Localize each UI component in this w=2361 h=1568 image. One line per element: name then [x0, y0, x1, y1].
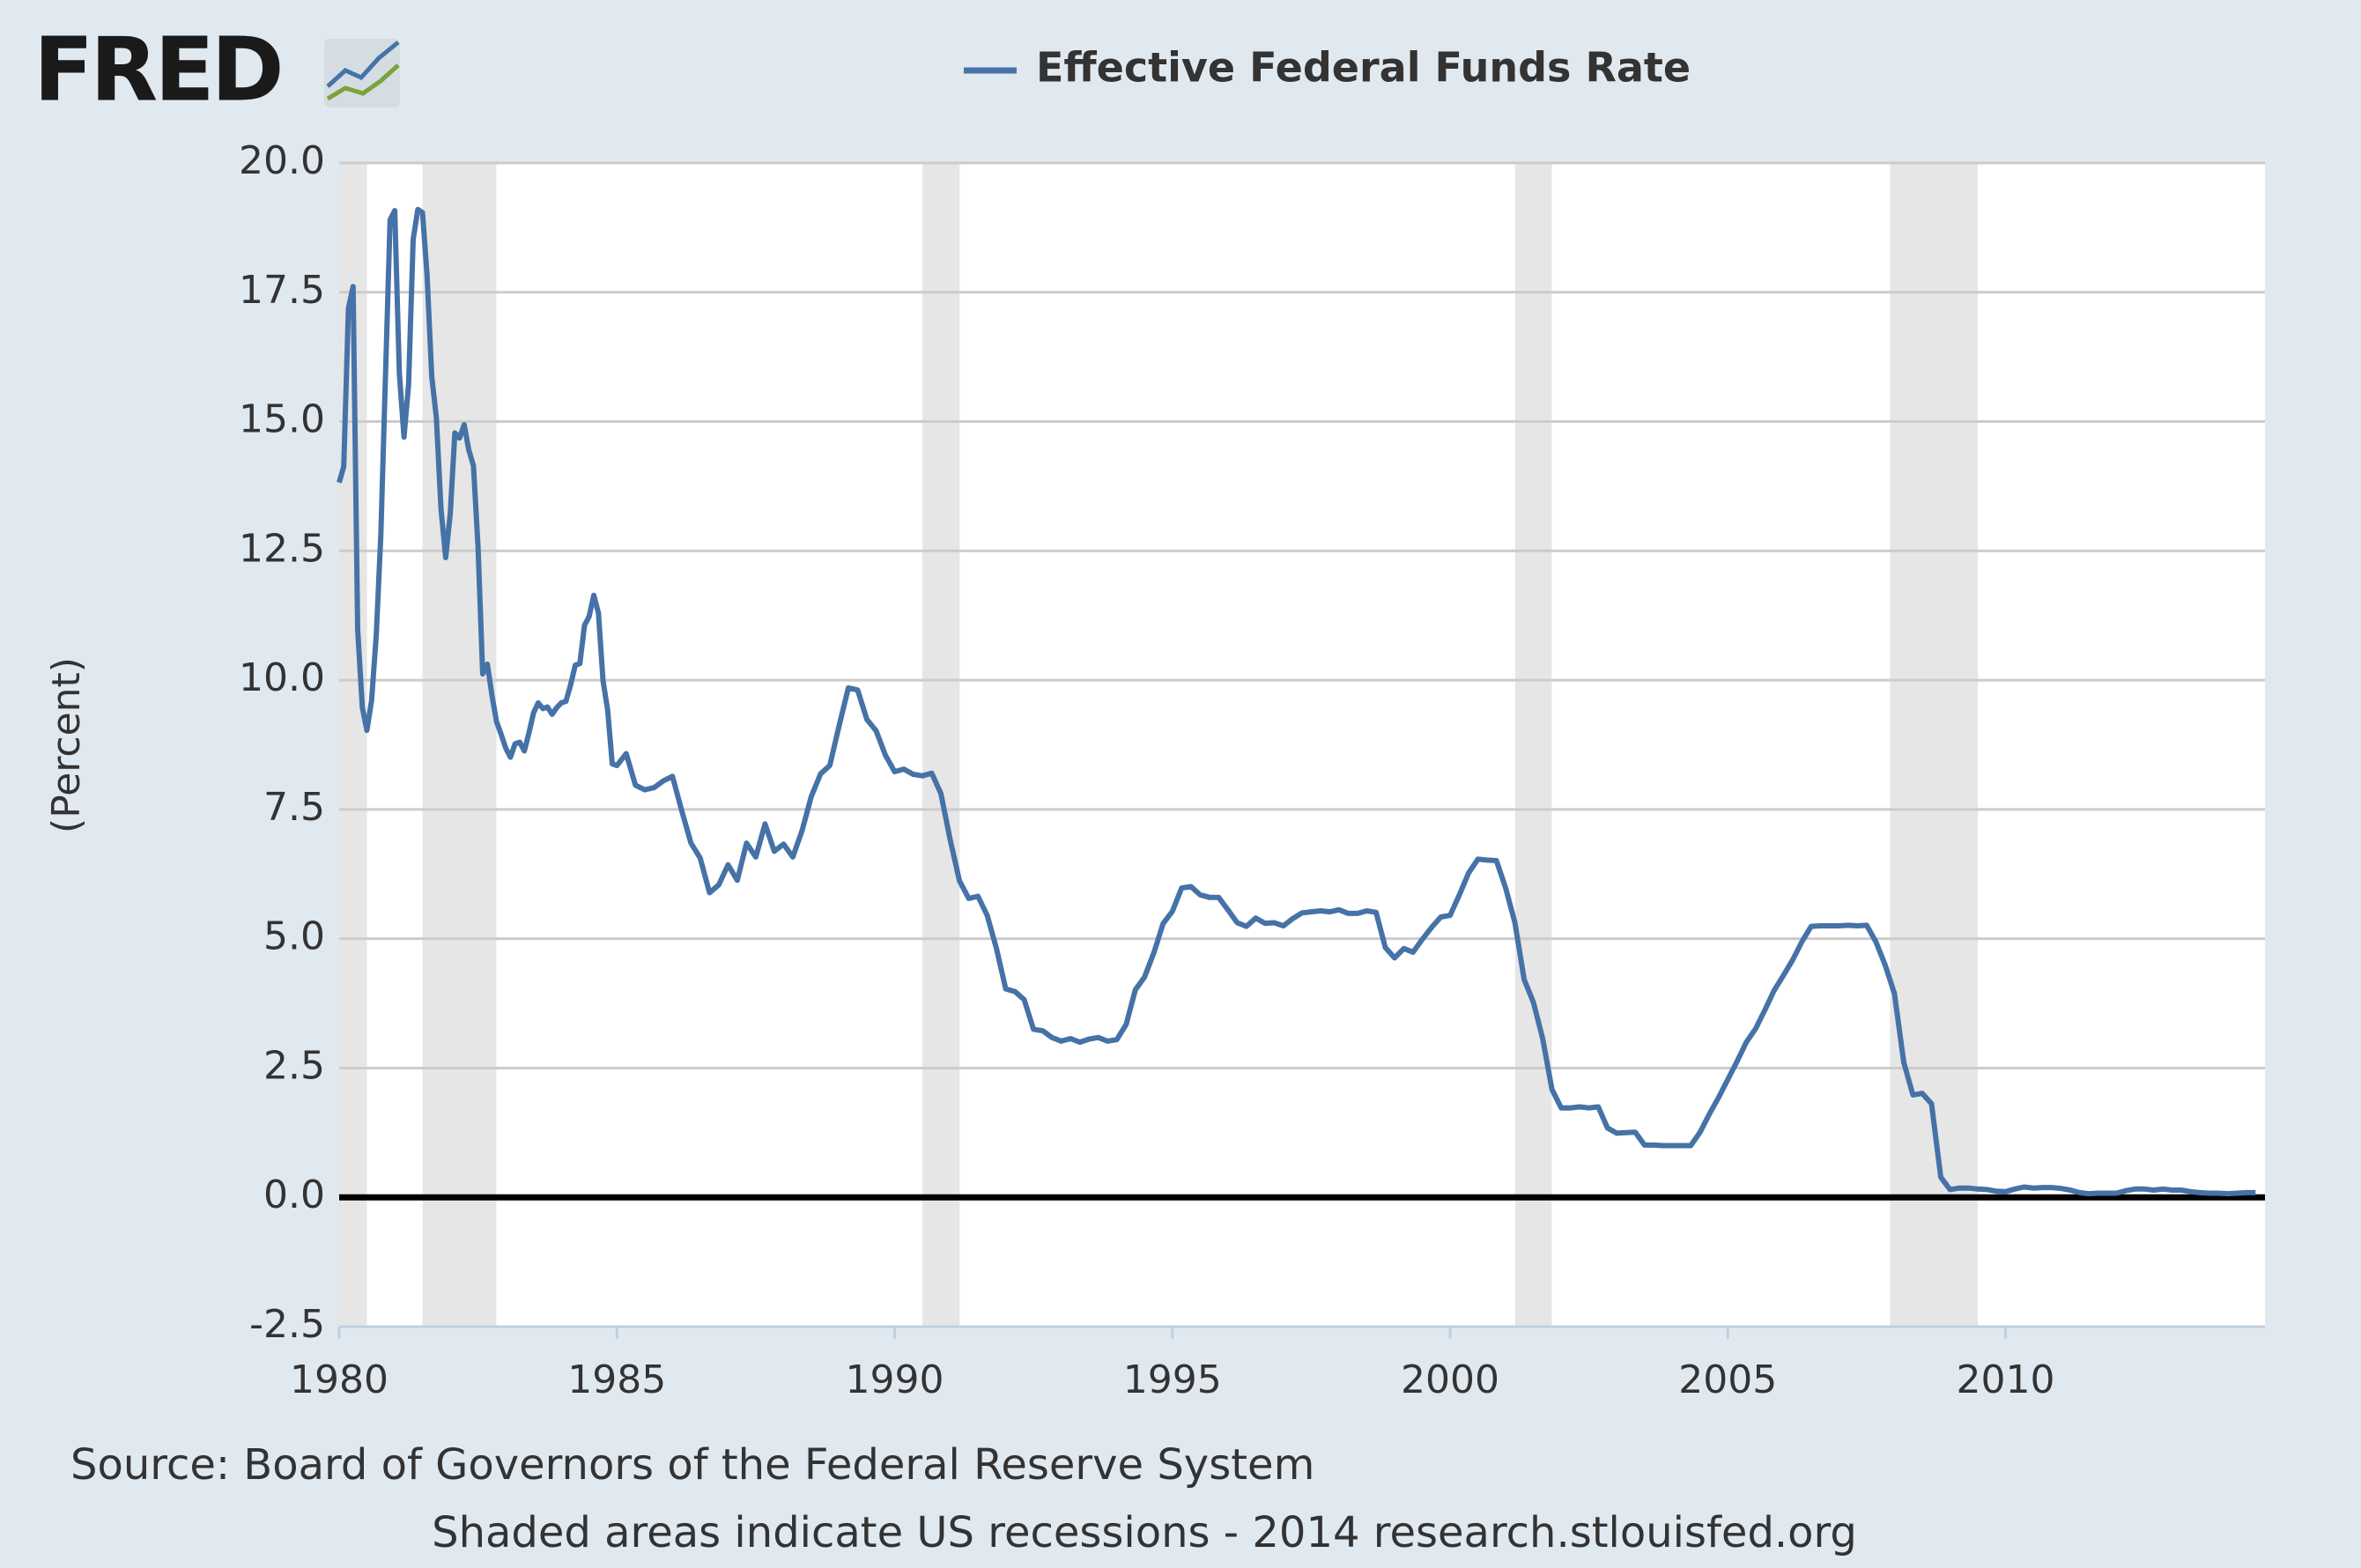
x-tick-label: 2010 [1957, 1357, 2055, 1402]
source: Source: Board of Governors of the Federa… [70, 1440, 1314, 1490]
recession-band [422, 163, 497, 1327]
recession-band [1890, 163, 1979, 1327]
logo-icon [324, 39, 400, 107]
y-tick-label: 20.0 [239, 138, 325, 183]
legend-label: Effective Federal Funds Rate [1036, 44, 1691, 92]
y-tick-label: 5.0 [263, 914, 325, 959]
x-tick-label: 2000 [1401, 1357, 1499, 1402]
y-tick-label: -2.5 [249, 1302, 325, 1347]
y-tick-label: 2.5 [263, 1043, 325, 1088]
x-tick-label: 1995 [1123, 1357, 1222, 1402]
logo: FRED [33, 18, 281, 121]
x-tick-label: 1985 [567, 1357, 666, 1402]
x-tick-label: 1980 [290, 1357, 389, 1402]
y-tick-label: 10.0 [239, 655, 325, 700]
y-axis-label: (Percent) [44, 657, 89, 833]
note: Shaded areas indicate US recessions - 20… [432, 1508, 1857, 1557]
y-tick-label: 7.5 [263, 785, 325, 830]
y-tick-label: 15.0 [239, 397, 325, 442]
x-tick-label: 2005 [1678, 1357, 1777, 1402]
series-line [337, 206, 2256, 1197]
y-tick-label: 17.5 [239, 268, 325, 313]
recession-band [922, 163, 960, 1327]
y-tick-label: 0.0 [263, 1172, 325, 1217]
recession-band [1514, 163, 1552, 1327]
y-tick-label: 12.5 [239, 526, 325, 571]
x-tick-label: 1990 [846, 1357, 944, 1402]
